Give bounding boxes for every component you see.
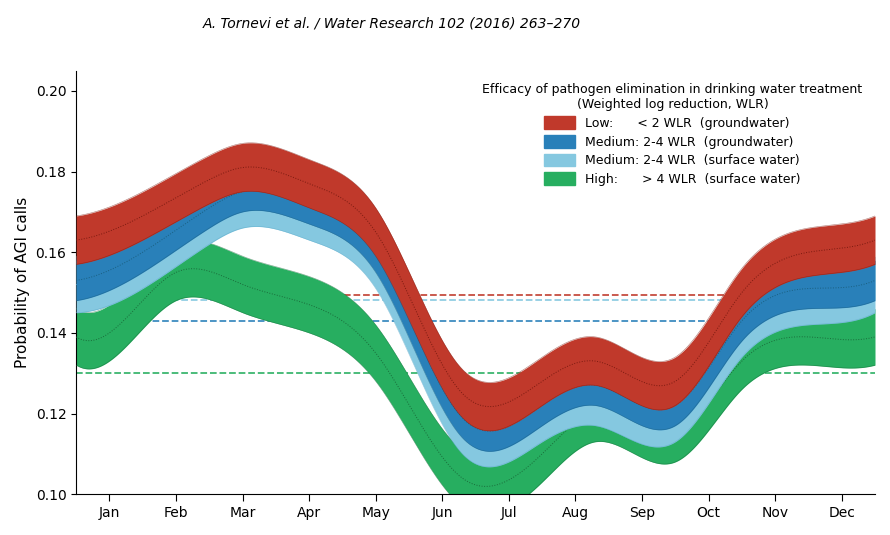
Y-axis label: Probability of AGI calls: Probability of AGI calls (15, 197, 30, 368)
Legend: Low:      < 2 WLR  (groundwater), Medium: 2-4 WLR  (groundwater), Medium: 2-4 WL: Low: < 2 WLR (groundwater), Medium: 2-4 … (476, 77, 869, 192)
Text: A. Tornevi et al. / Water Research 102 (2016) 263–270: A. Tornevi et al. / Water Research 102 (… (203, 16, 580, 30)
